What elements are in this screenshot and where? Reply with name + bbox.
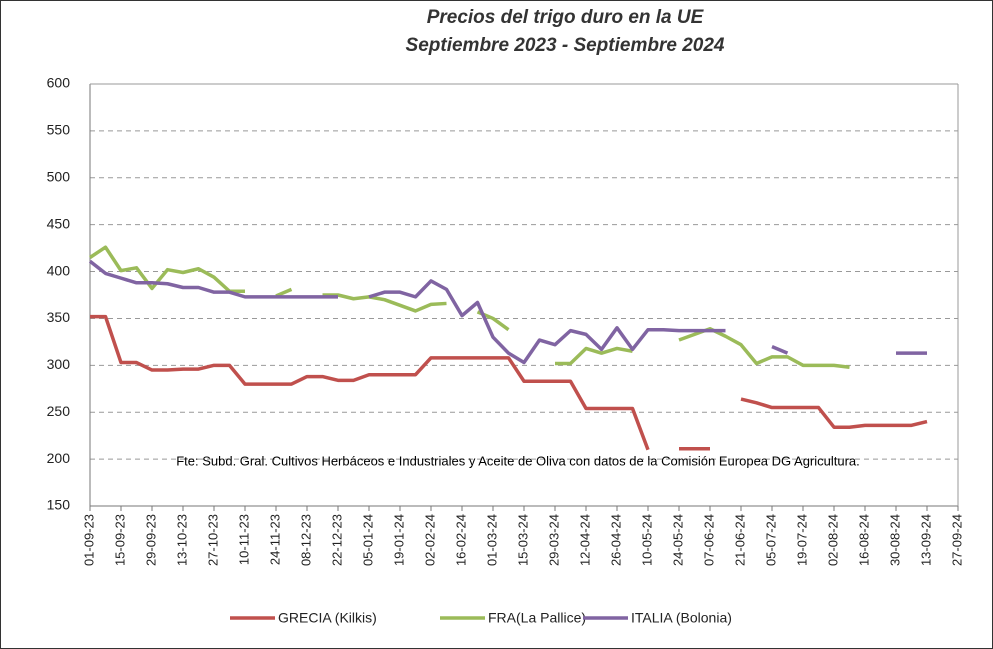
x-tick-label: 01-03-24 [484,514,499,566]
legend-label: FRA(La Pallice) [488,610,586,626]
x-tick-label: 27-09-24 [949,514,964,566]
x-tick-label: 19-07-24 [794,514,809,566]
y-tick-label: 200 [47,450,71,466]
chart-title: Precios del trigo duro en la UE [427,7,705,28]
legend-label: ITALIA (Bolonia) [631,610,732,626]
x-tick-label: 15-09-23 [112,514,127,566]
x-tick-label: 16-08-24 [856,514,871,566]
y-tick-label: 600 [47,75,71,91]
x-tick-label: 10-11-23 [236,514,251,565]
x-tick-label: 02-08-24 [825,514,840,566]
x-tick-label: 05-01-24 [360,514,375,566]
x-tick-label: 30-08-24 [887,514,902,566]
x-tick-label: 13-09-24 [918,514,933,566]
x-tick-label: 24-05-24 [670,514,685,566]
y-tick-label: 350 [47,309,71,325]
legend-label: GRECIA (Kilkis) [278,610,377,626]
y-tick-label: 300 [47,356,71,372]
x-tick-label: 07-06-24 [701,514,716,566]
y-tick-label: 550 [47,122,71,138]
x-tick-label: 15-03-24 [515,514,530,566]
x-tick-label: 05-07-24 [763,514,778,566]
x-tick-label: 27-10-23 [205,514,220,566]
chart-subtitle: Septiembre 2023 - Septiembre 2024 [406,35,725,56]
x-tick-label: 29-03-24 [546,514,561,566]
y-tick-label: 250 [47,403,71,419]
x-tick-label: 10-05-24 [639,514,654,566]
x-tick-label: 13-10-23 [174,514,189,566]
y-tick-label: 500 [47,168,71,184]
annotation: Fte: Subd. Gral. Cultivos Herbáceos e In… [176,453,860,468]
series-line [88,259,927,365]
y-tick-label: 150 [47,497,71,513]
x-tick-label: 16-02-24 [453,514,468,566]
series-line [90,314,928,451]
x-tick-label: 29-09-23 [143,514,158,566]
x-tick-label: 02-02-24 [422,514,437,566]
x-tick-label: 12-04-24 [577,514,592,566]
series-line [89,245,850,369]
x-tick-label: 24-11-23 [267,514,282,565]
y-tick-label: 400 [47,262,71,278]
x-tick-label: 22-12-23 [329,514,344,566]
x-tick-label: 19-01-24 [391,514,406,566]
y-tick-label: 450 [47,215,71,231]
x-tick-label: 01-09-23 [81,514,96,566]
x-tick-label: 21-06-24 [732,514,747,566]
x-tick-label: 08-12-23 [298,514,313,566]
x-tick-label: 26-04-24 [608,514,623,566]
